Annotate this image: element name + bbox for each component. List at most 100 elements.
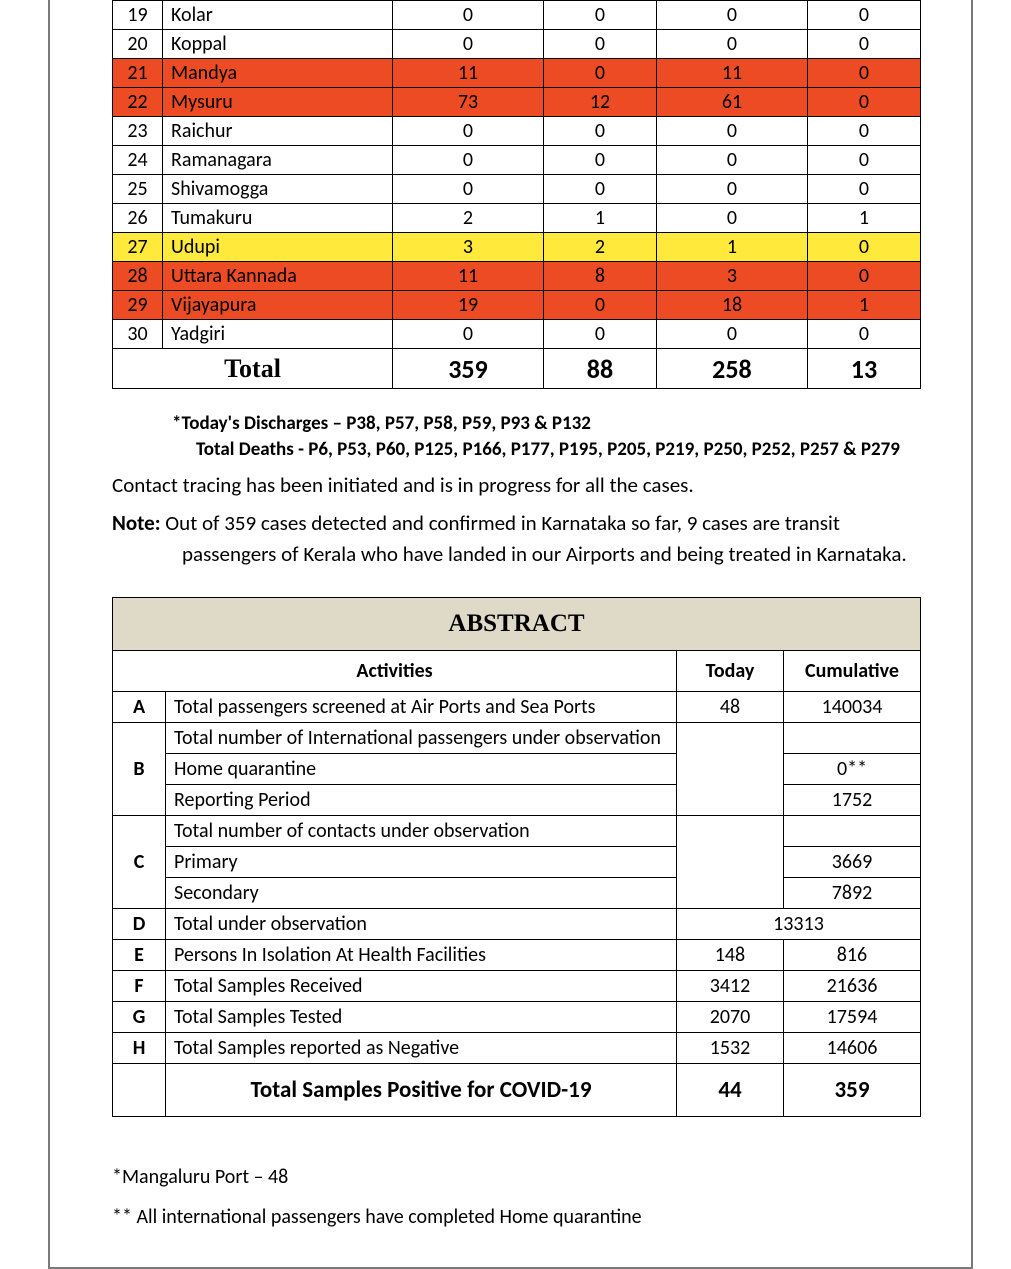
abstract-cumulative: 17594 [784, 1002, 921, 1033]
district-value: 0 [656, 204, 807, 233]
district-name: Udupi [163, 233, 393, 262]
district-value: 0 [543, 320, 656, 349]
district-value: 0 [393, 1, 544, 30]
district-value: 0 [807, 1, 920, 30]
abstract-today: 148 [677, 940, 784, 971]
abstract-today: 1532 [677, 1033, 784, 1064]
district-sno: 30 [113, 320, 163, 349]
district-value: 0 [656, 146, 807, 175]
district-value: 1 [807, 204, 920, 233]
abstract-table: ABSTRACT Activities Today Cumulative A T… [112, 597, 921, 1117]
abstract-activity: Total number of contacts under observati… [166, 816, 677, 847]
district-value: 0 [807, 262, 920, 291]
district-value: 0 [656, 117, 807, 146]
district-value: 12 [543, 88, 656, 117]
footnote-2: ** All international passengers have com… [112, 1197, 921, 1237]
abstract-cumulative: 140034 [784, 692, 921, 723]
table-row: 27Udupi3210 [113, 233, 921, 262]
district-value: 3 [656, 262, 807, 291]
abstract-activity: Total under observation [166, 909, 677, 940]
abstract-subactivity: Primary [166, 847, 677, 878]
abstract-summary-cum: 359 [784, 1064, 921, 1117]
district-value: 0 [543, 175, 656, 204]
abstract-code: A [113, 692, 166, 723]
district-name: Mysuru [163, 88, 393, 117]
abstract-head-activities: Activities [113, 651, 677, 692]
district-value: 0 [656, 320, 807, 349]
district-value: 0 [807, 88, 920, 117]
abstract-title: ABSTRACT [113, 598, 921, 651]
abstract-cumulative: 21636 [784, 971, 921, 1002]
district-total-value: 359 [393, 349, 544, 389]
district-value: 1 [807, 291, 920, 320]
abstract-cum: 0** [784, 754, 921, 785]
district-value: 0 [393, 30, 544, 59]
discharge-death-notes: *Today's Discharges – P38, P57, P58, P59… [172, 411, 921, 462]
abstract-today: 48 [677, 692, 784, 723]
district-sno: 28 [113, 262, 163, 291]
note-line2: passengers of Kerala who have landed in … [112, 539, 921, 569]
district-value: 73 [393, 88, 544, 117]
table-row: 21Mandya110110 [113, 59, 921, 88]
table-row: 30Yadgiri0000 [113, 320, 921, 349]
district-value: 1 [543, 204, 656, 233]
note-block: Note: Out of 359 cases detected and conf… [112, 508, 921, 569]
district-name: Kolar [163, 1, 393, 30]
abstract-today-empty [677, 816, 784, 909]
district-value: 0 [543, 291, 656, 320]
table-row: 23Raichur0000 [113, 117, 921, 146]
note-line1: Out of 359 cases detected and confirmed … [161, 510, 840, 536]
district-value: 2 [393, 204, 544, 233]
table-row: 29Vijayapura190181 [113, 291, 921, 320]
district-value: 8 [543, 262, 656, 291]
abstract-activity: Total number of International passengers… [166, 723, 677, 754]
district-sno: 29 [113, 291, 163, 320]
district-sno: 19 [113, 1, 163, 30]
abstract-code: B [113, 723, 166, 816]
district-total-label: Total [113, 349, 393, 389]
district-sno: 22 [113, 88, 163, 117]
district-value: 0 [807, 30, 920, 59]
table-row: 28Uttara Kannada11830 [113, 262, 921, 291]
district-sno: 26 [113, 204, 163, 233]
abstract-cum: 3669 [784, 847, 921, 878]
district-total-value: 88 [543, 349, 656, 389]
contact-tracing-line: Contact tracing has been initiated and i… [112, 472, 921, 498]
district-value: 0 [393, 117, 544, 146]
abstract-subactivity: Reporting Period [166, 785, 677, 816]
abstract-code: G [113, 1002, 166, 1033]
district-value: 0 [807, 146, 920, 175]
abstract-head-cumulative: Cumulative [784, 651, 921, 692]
district-value: 0 [393, 320, 544, 349]
abstract-wide: 13313 [677, 909, 921, 940]
district-value: 0 [543, 146, 656, 175]
abstract-cumulative: 14606 [784, 1033, 921, 1064]
abstract-summary-code [113, 1064, 166, 1117]
discharges-line: *Today's Discharges – P38, P57, P58, P59… [172, 411, 921, 437]
district-value: 0 [393, 175, 544, 204]
abstract-summary-label: Total Samples Positive for COVID-19 [166, 1064, 677, 1117]
table-row: 19Kolar0000 [113, 1, 921, 30]
abstract-summary-today: 44 [677, 1064, 784, 1117]
district-value: 0 [656, 30, 807, 59]
district-value: 0 [393, 146, 544, 175]
district-value: 0 [807, 117, 920, 146]
district-value: 1 [656, 233, 807, 262]
abstract-cumulative: 816 [784, 940, 921, 971]
abstract-today-empty [677, 723, 784, 816]
district-name: Raichur [163, 117, 393, 146]
district-total-value: 258 [656, 349, 807, 389]
abstract-code: C [113, 816, 166, 909]
district-total-row: Total3598825813 [113, 349, 921, 389]
abstract-cum: 7892 [784, 878, 921, 909]
district-value: 0 [656, 1, 807, 30]
abstract-cum: 1752 [784, 785, 921, 816]
district-value: 18 [656, 291, 807, 320]
abstract-activity: Total Samples reported as Negative [166, 1033, 677, 1064]
district-name: Mandya [163, 59, 393, 88]
table-row: 25Shivamogga0000 [113, 175, 921, 204]
abstract-today: 3412 [677, 971, 784, 1002]
district-value: 0 [807, 59, 920, 88]
district-value: 0 [543, 30, 656, 59]
abstract-cum-empty [784, 816, 921, 847]
